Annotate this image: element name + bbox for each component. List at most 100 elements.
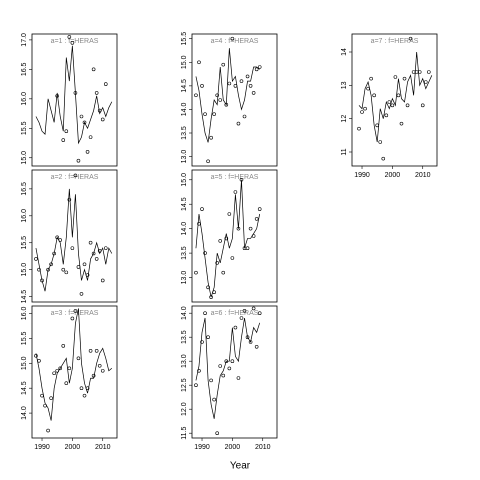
y-tick-label: 13.5 xyxy=(181,330,188,344)
y-tick-label: 13 xyxy=(341,81,348,89)
data-point xyxy=(79,292,84,296)
data-point xyxy=(194,93,198,98)
x-tick-label: 2000 xyxy=(385,172,401,179)
data-point xyxy=(61,138,66,142)
data-point xyxy=(70,246,75,250)
data-point xyxy=(363,106,367,111)
data-point xyxy=(212,112,216,116)
x-tick-label: 2000 xyxy=(65,444,81,451)
data-point xyxy=(233,325,238,330)
data-point xyxy=(206,285,210,290)
data-point xyxy=(200,207,204,211)
data-point xyxy=(251,91,256,95)
data-point xyxy=(239,79,244,83)
data-point xyxy=(218,98,223,102)
data-point xyxy=(245,74,250,79)
y-tick-label: 11 xyxy=(341,148,348,155)
panel-frame xyxy=(31,305,118,439)
data-point xyxy=(88,135,93,139)
data-point xyxy=(378,140,383,144)
y-tick-label: 14 xyxy=(341,48,348,56)
data-point xyxy=(82,262,87,267)
data-point xyxy=(245,246,250,251)
y-tick-label: 11.5 xyxy=(181,427,188,440)
x-tick-label: 2010 xyxy=(95,444,111,451)
x-tick-label: 2000 xyxy=(225,444,241,451)
data-point xyxy=(221,270,226,275)
data-point xyxy=(103,246,108,250)
panel-frame xyxy=(31,169,118,303)
y-tick-label: 13.5 xyxy=(181,246,188,260)
data-point xyxy=(67,366,72,371)
y-tick-label: 15.5 xyxy=(21,236,28,250)
data-point xyxy=(64,270,69,275)
y-tick-label: 14.5 xyxy=(181,197,188,211)
y-tick-label: 15.5 xyxy=(21,121,28,135)
data-point xyxy=(100,117,105,122)
data-point xyxy=(384,113,389,118)
data-point xyxy=(85,150,90,154)
data-point xyxy=(257,65,262,69)
data-point xyxy=(248,226,253,231)
data-point xyxy=(230,36,235,41)
data-point xyxy=(64,129,69,134)
data-point xyxy=(254,217,259,221)
data-point xyxy=(242,114,247,119)
fit-line xyxy=(35,188,113,292)
data-point xyxy=(203,112,207,116)
panel-frame xyxy=(191,305,278,439)
data-point xyxy=(209,135,213,140)
y-tick-label: 14.5 xyxy=(21,290,28,304)
data-point xyxy=(88,349,93,353)
data-point xyxy=(206,159,210,164)
data-point xyxy=(61,344,66,348)
y-tick-label: 15.0 xyxy=(181,55,188,69)
data-point xyxy=(94,257,99,261)
data-point xyxy=(242,308,247,313)
fit-line xyxy=(195,48,260,143)
data-point xyxy=(221,62,226,67)
data-point xyxy=(88,240,93,245)
data-point xyxy=(236,376,241,380)
data-point xyxy=(49,396,53,400)
panel-frame xyxy=(351,33,438,167)
data-point xyxy=(212,397,216,402)
x-tick-label: 1990 xyxy=(194,444,210,451)
panel-title: a=2 : f=HERAS xyxy=(51,174,99,181)
data-point xyxy=(61,267,66,272)
data-point xyxy=(420,103,425,108)
data-point xyxy=(197,60,201,65)
fit-line xyxy=(358,51,433,143)
data-point xyxy=(79,114,84,119)
fit-line xyxy=(35,45,113,145)
panel-title: a=1 : f=HERAS xyxy=(51,38,99,45)
data-point xyxy=(399,121,404,126)
data-point xyxy=(408,36,413,41)
fit-line xyxy=(195,179,261,298)
data-point xyxy=(203,311,207,316)
data-point xyxy=(194,383,198,388)
data-point xyxy=(230,256,235,260)
data-point xyxy=(369,76,373,81)
y-tick-label: 13.5 xyxy=(181,126,188,140)
data-point xyxy=(402,76,407,81)
data-point xyxy=(251,306,256,311)
data-point xyxy=(218,364,223,368)
data-point xyxy=(248,84,253,88)
data-point xyxy=(387,100,392,104)
data-point xyxy=(423,80,428,84)
data-point xyxy=(381,156,386,161)
data-point xyxy=(396,93,401,98)
data-point xyxy=(52,371,56,376)
data-point xyxy=(218,239,223,243)
fit-line xyxy=(35,308,113,421)
data-point xyxy=(236,121,241,126)
data-point xyxy=(360,110,364,114)
panel-title: a=3 : f=HERAS xyxy=(51,310,99,317)
panel-title: a=6 : f=HERAS xyxy=(211,310,259,317)
data-point xyxy=(427,70,431,74)
x-tick-label: 1990 xyxy=(34,444,50,451)
data-point xyxy=(224,236,229,241)
data-point xyxy=(227,81,232,86)
